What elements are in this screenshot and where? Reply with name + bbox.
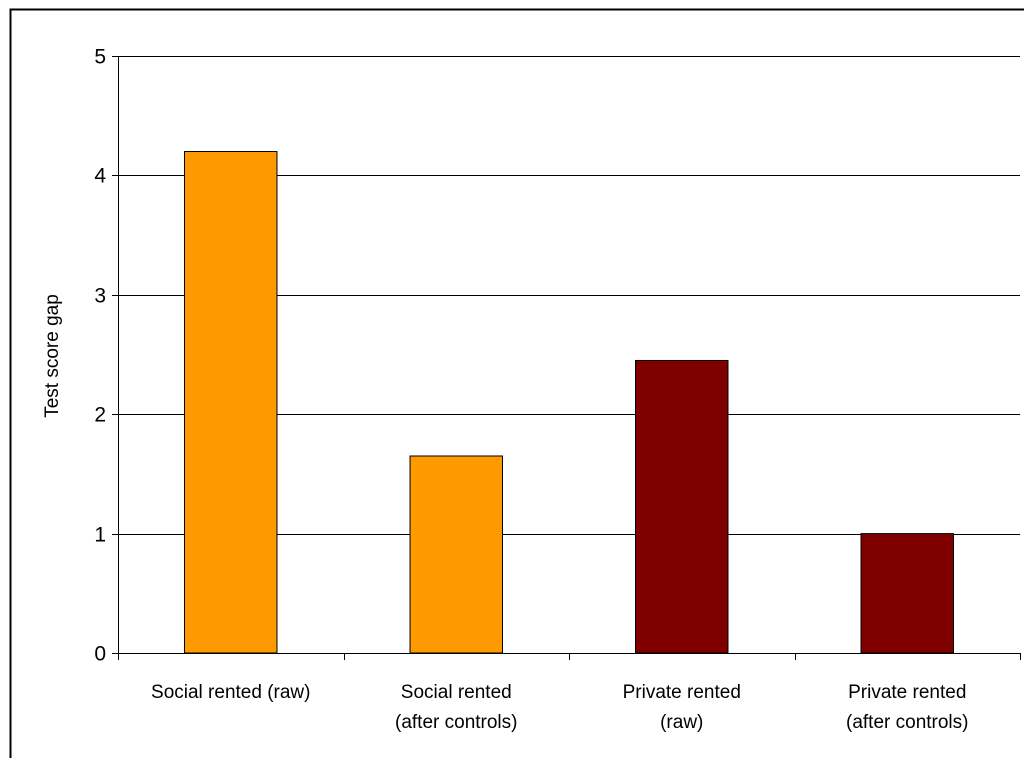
y-tick-label: 1 bbox=[94, 524, 106, 547]
bar bbox=[635, 359, 729, 654]
y-tick-label: 4 bbox=[94, 165, 106, 188]
bar bbox=[409, 455, 503, 654]
x-tick-label: Social rented bbox=[401, 682, 512, 703]
x-tick-label: (after controls) bbox=[395, 712, 517, 733]
x-tick-label: (after controls) bbox=[846, 712, 968, 733]
x-tick-label: (raw) bbox=[660, 712, 703, 733]
plot-area: 0 1 2 3 4 5 Social rented (raw) Social rented (a… bbox=[94, 46, 1021, 733]
x-tick-label: Private rented bbox=[623, 682, 741, 703]
y-tick-label: 0 bbox=[94, 643, 106, 666]
y-tick-label: 2 bbox=[94, 404, 106, 427]
x-tick-label: Social rented (raw) bbox=[151, 682, 310, 703]
y-tick-label: 5 bbox=[94, 46, 106, 69]
y-tick-label: 3 bbox=[94, 285, 106, 308]
x-tick-label: Private rented bbox=[848, 682, 966, 703]
bar bbox=[184, 151, 278, 654]
chart-border bbox=[9, 8, 1024, 758]
bar bbox=[860, 533, 954, 654]
y-axis-label: Test score gap bbox=[42, 294, 63, 418]
